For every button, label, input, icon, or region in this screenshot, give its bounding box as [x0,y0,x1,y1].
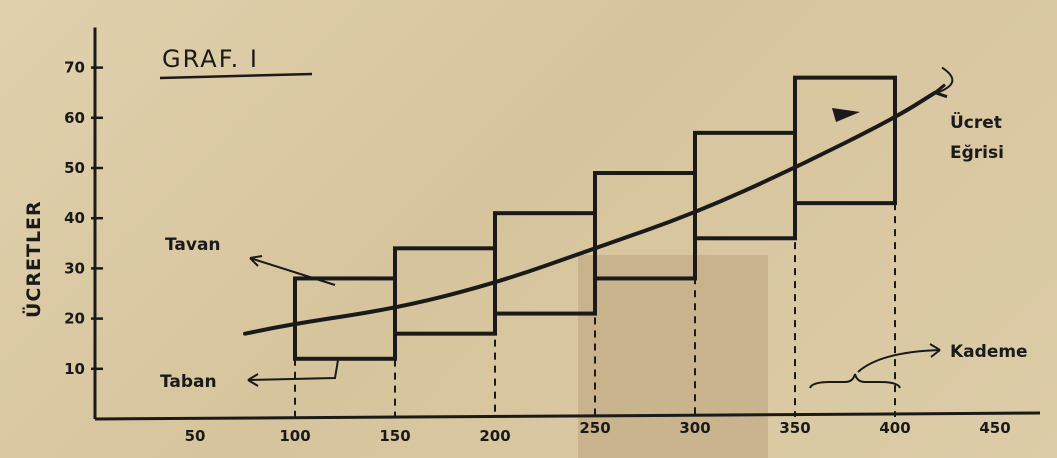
y-tick-label: 40 [64,209,85,227]
x-tick-label: 100 [279,427,310,445]
y-tick-label: 30 [64,259,85,277]
grade-arrow-head [929,343,941,358]
title-underline [159,72,313,80]
wage-curve-line [243,90,937,336]
floor-arrow-head [247,373,259,387]
y-tick-label: 50 [64,159,85,177]
x-tick-label: 150 [379,427,410,445]
grade-boxes [293,75,897,361]
grade-box [793,75,897,206]
y-tick-label: 20 [64,310,85,328]
grade-box [393,246,497,336]
x-tick-label: 450 [979,419,1010,437]
grade-box [693,130,797,241]
wage-curve [243,66,954,336]
y-tick-label: 70 [64,59,85,77]
grade-arrow [857,349,941,373]
scan-shadow [578,255,768,458]
y-tick-label: 60 [64,109,85,127]
triangle-mark [832,108,860,122]
grade-label: Kademe [950,342,1028,362]
x-tick-label: 50 [185,427,206,445]
curve-label-line2: Eğrisi [950,143,1004,163]
ceiling-arrow-head [249,255,263,267]
ceiling-arrow [249,257,336,286]
axes [91,27,1041,421]
y-axis-title: ÜCRETLER [21,200,45,318]
grade-bracket [809,373,901,389]
ceiling-label: Tavan [165,235,221,255]
floor-arrow [247,359,339,381]
grade-box [293,276,397,361]
x-tick-label: 400 [879,419,910,437]
x-axis-line [94,411,1041,421]
tick-labels: 10 20 30 40 50 60 70 50 100 150 200 250 300 350 400 450 [64,59,1011,445]
x-tick-label: 200 [479,427,510,445]
floor-label: Taban [160,372,217,392]
curve-label-line1: Ücret [950,111,1002,133]
x-tick-label: 250 [579,419,610,437]
x-tick-label: 350 [779,419,810,437]
wage-curve-arrowhead [934,83,948,99]
chart-title: GRAF. I [162,45,259,73]
curve-label-leader [936,66,954,94]
x-tick-label: 300 [679,419,710,437]
y-tick-label: 10 [64,360,85,378]
